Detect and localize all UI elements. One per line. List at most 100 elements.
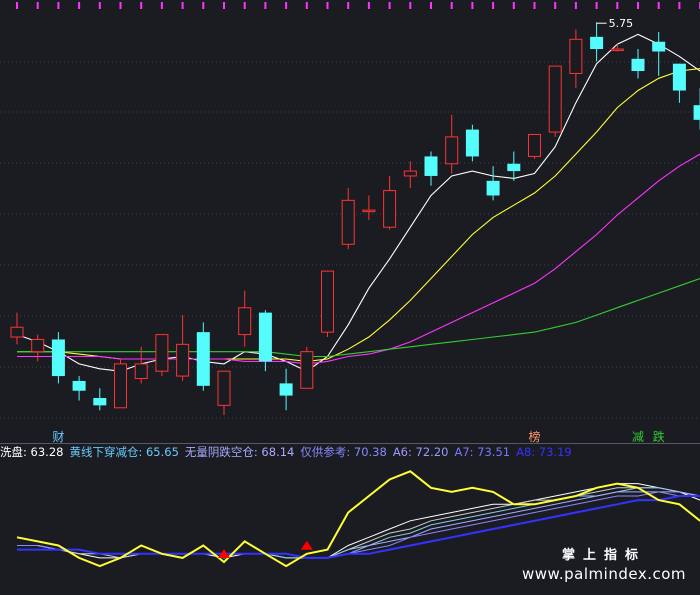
price-annotation: 5.75: [596, 17, 634, 30]
candle: [362, 195, 376, 220]
candle-body: [548, 65, 562, 133]
candle: [672, 63, 686, 103]
candle-body: [445, 136, 459, 165]
top-tick-mark: [512, 2, 515, 9]
candle-body: [238, 307, 252, 336]
signal-markers: 财 榜 减跌: [52, 429, 664, 444]
top-tick-mark: [595, 2, 598, 9]
candle-body: [341, 199, 355, 245]
marker-label: 减: [632, 430, 644, 444]
overlay-line-0: [16, 33, 700, 372]
candle: [548, 65, 562, 137]
indicator-label: A7: 73.51: [454, 445, 511, 459]
candle-body: [465, 129, 479, 157]
top-tick-mark: [492, 2, 495, 9]
top-tick-mark: [36, 2, 39, 9]
indicator-line-5: [17, 495, 700, 559]
candle-body: [258, 312, 272, 362]
candle-body: [590, 36, 604, 50]
candle: [631, 49, 645, 79]
top-tick-mark: [678, 2, 681, 9]
candle: [424, 151, 438, 186]
indicator-label: 无量阴跌空仓: 68.14: [184, 445, 295, 459]
candle: [321, 270, 334, 338]
candle: [31, 334, 45, 362]
indicator-panel: [16, 470, 700, 568]
candle: [238, 290, 252, 347]
candle: [590, 22, 604, 62]
candle-body: [610, 48, 624, 52]
indicator-label: A8: 73.19: [516, 445, 572, 459]
price-annotation-label: 5.75: [609, 17, 634, 30]
candle-body: [279, 383, 293, 396]
candle-body: [424, 156, 438, 176]
top-tick-mark: [223, 2, 225, 9]
candle-body: [10, 326, 24, 338]
candle: [507, 151, 521, 181]
indicator-label: 洗盘: 63.28: [0, 445, 64, 459]
candle-body: [672, 63, 686, 91]
candle-body: [631, 58, 645, 72]
candle: [445, 114, 459, 174]
candle: [528, 133, 541, 159]
top-tick-mark: [202, 2, 205, 9]
watermark-url: www.palmindex.com: [521, 565, 686, 583]
candle-body: [507, 163, 521, 172]
top-tick-marks: [16, 2, 700, 9]
top-tick-mark: [326, 2, 329, 9]
candle-body: [217, 370, 231, 406]
candle: [465, 124, 479, 162]
candle: [486, 166, 500, 201]
indicator-label-row: 洗盘: 63.28 黄线下穿减仓: 65.65 无量阴跌空仓: 68.14 仅供参考:…: [0, 444, 578, 460]
candle-body: [93, 398, 107, 406]
top-tick-mark: [574, 2, 577, 9]
candle: [300, 346, 314, 389]
candle: [196, 322, 210, 391]
candle: [569, 29, 583, 89]
candle: [134, 346, 148, 384]
top-tick-mark: [243, 2, 246, 9]
indicator-label: A6: 72.20: [392, 445, 449, 459]
marker-label: 财: [52, 430, 64, 444]
candle-body: [176, 343, 190, 377]
indicator-line-1: [17, 487, 700, 559]
candle: [258, 310, 272, 372]
overlay-line-3: [17, 277, 700, 358]
candle-body: [652, 41, 666, 52]
top-tick-mark: [367, 2, 370, 9]
candle: [403, 161, 417, 189]
top-tick-mark: [305, 2, 308, 9]
top-tick-mark: [181, 2, 184, 9]
grid: [0, 61, 700, 444]
top-tick-mark: [264, 2, 267, 9]
candle: [155, 334, 169, 377]
top-tick-mark: [119, 2, 122, 9]
top-tick-mark: [471, 2, 474, 9]
candle: [10, 312, 24, 345]
candle-body: [72, 380, 86, 391]
overlay-line-1: [17, 68, 700, 362]
candlesticks: [10, 22, 700, 416]
signal-triangle: [300, 540, 313, 550]
top-tick-mark: [57, 2, 60, 9]
candle-body: [528, 133, 541, 157]
candle-body: [134, 363, 148, 380]
indicator-yellow-line: [16, 470, 700, 568]
candle-body: [383, 190, 397, 228]
signal-triangle: [218, 549, 230, 558]
candle: [610, 44, 624, 52]
candle-body: [155, 334, 169, 372]
top-tick-mark: [16, 2, 18, 9]
candle-body: [114, 363, 127, 409]
candle-body: [569, 38, 583, 74]
candle: [217, 370, 231, 416]
candle: [72, 376, 86, 401]
indicator-label: 黄线下穿减仓: 65.65: [69, 445, 179, 459]
candle: [176, 315, 190, 381]
top-tick-mark: [347, 2, 350, 9]
candle: [341, 188, 355, 250]
top-tick-mark: [554, 2, 557, 9]
candle-body: [362, 209, 376, 213]
candle: [693, 88, 700, 130]
